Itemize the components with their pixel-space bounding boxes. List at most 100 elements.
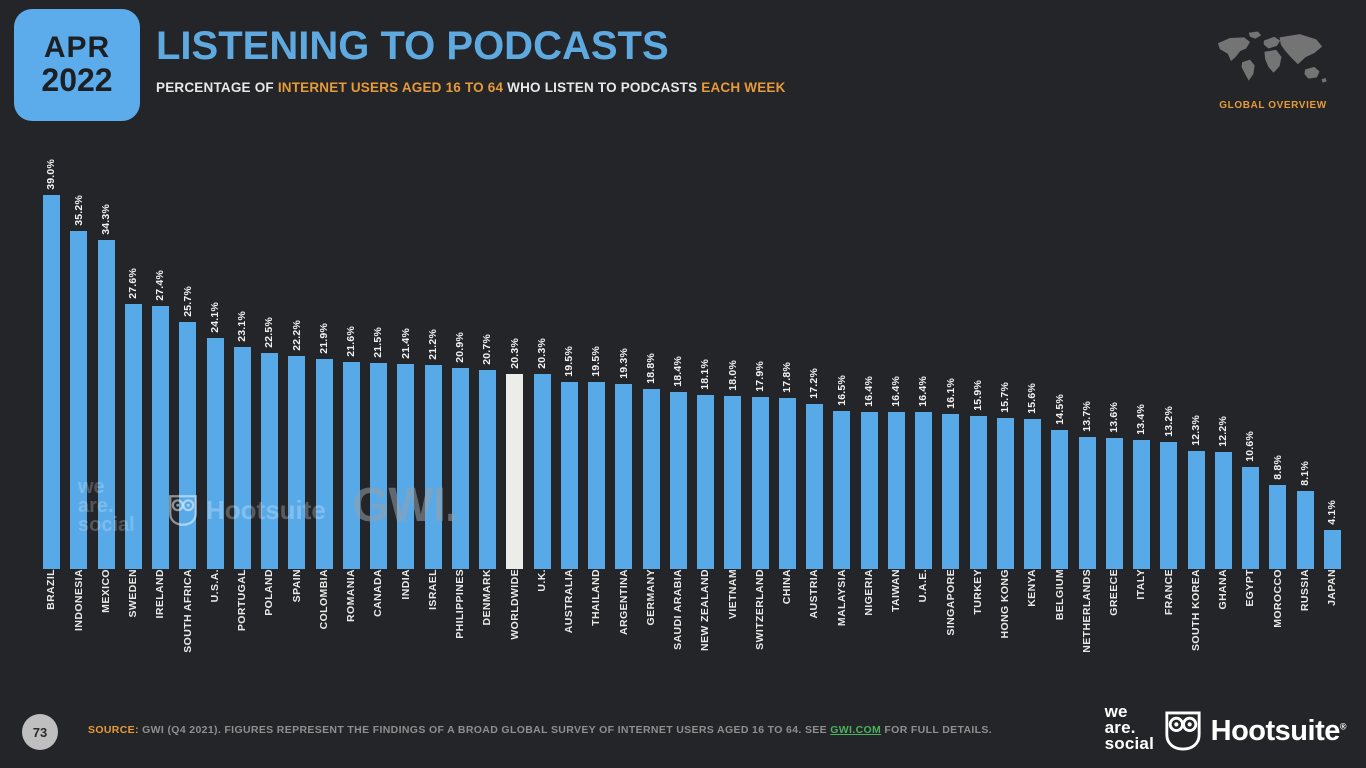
bar-value-label: 13.6% (1108, 402, 1121, 433)
bar-value-label: 16.4% (862, 376, 875, 407)
bar-column: 16.4% U.A.E. (910, 139, 937, 695)
category-label: NIGERIA (862, 569, 875, 616)
bar-value-label: 21.4% (399, 328, 412, 359)
bar-value-label: 12.2% (1217, 416, 1230, 447)
bar (1242, 467, 1260, 569)
bar-column: 17.2% AUSTRIA (801, 139, 828, 695)
bar (724, 396, 742, 569)
bar (397, 364, 415, 569)
category-label: GREECE (1108, 569, 1121, 616)
category-label: GERMANY (644, 569, 657, 626)
category-label: COLOMBIA (317, 569, 330, 630)
bar-value-label: 14.5% (1053, 394, 1066, 425)
bar-column: 15.7% HONG KONG (992, 139, 1019, 695)
bar-column: 15.6% KENYA (1019, 139, 1046, 695)
bar (424, 365, 442, 569)
bar-column: 27.6% SWEDEN (120, 139, 147, 695)
bar (806, 404, 824, 569)
bar-column: 24.1% U.S.A. (202, 139, 229, 695)
logo-text: Hootsuite® (1210, 714, 1347, 747)
category-label: PORTUGAL (236, 569, 249, 632)
bar-value-label: 15.6% (1026, 383, 1039, 414)
bar (1078, 437, 1096, 569)
bar-column: 21.9% COLOMBIA (311, 139, 338, 695)
page-title: LISTENING TO PODCASTS (156, 24, 669, 68)
bar-value-label: 16.5% (835, 375, 848, 406)
title-block: LISTENING TO PODCASTS PERCENTAGE OF INTE… (156, 26, 786, 95)
date-year: 2022 (41, 61, 113, 98)
bar-column: 21.2% ISRAEL (420, 139, 447, 695)
bar (533, 374, 551, 569)
category-label: AUSTRIA (808, 569, 821, 619)
source-text: FOR FULL DETAILS. (881, 724, 993, 736)
bar (1269, 485, 1287, 569)
bar (1214, 452, 1232, 569)
category-label: WORLDWIDE (508, 569, 521, 640)
corner-block: GLOBAL OVERVIEW (1212, 24, 1334, 111)
category-label: CANADA (372, 569, 385, 617)
category-label: SINGAPORE (944, 569, 957, 636)
category-label: U.S.A. (208, 569, 221, 603)
bar-value-label: 13.7% (1080, 401, 1093, 432)
category-label: U.A.E. (917, 569, 930, 603)
bar-value-label: 23.1% (236, 311, 249, 342)
category-label: NEW ZEALAND (699, 569, 712, 651)
bar-column: 19.5% AUSTRALIA (556, 139, 583, 695)
category-label: THAILAND (590, 569, 603, 626)
category-label: DENMARK (481, 569, 494, 626)
bar-column: 16.5% MALAYSIA (828, 139, 855, 695)
bar-value-label: 21.2% (426, 329, 439, 360)
bar-column: 8.1% RUSSIA (1292, 139, 1319, 695)
page-subtitle: PERCENTAGE OF INTERNET USERS AGED 16 TO … (156, 80, 786, 95)
bar-value-label: 21.6% (345, 326, 358, 357)
bar (615, 384, 633, 569)
category-label: ARGENTINA (617, 569, 630, 636)
bar-value-label: 20.3% (535, 338, 548, 369)
bar-value-label: 15.7% (999, 382, 1012, 413)
bar-value-label: 17.9% (753, 361, 766, 392)
category-label: SOUTH KOREA (1189, 569, 1202, 651)
date-badge: APR 2022 (14, 9, 140, 121)
category-label: RUSSIA (1298, 569, 1311, 612)
bar-column: 20.7% DENMARK (474, 139, 501, 695)
bar-value-label: 17.8% (781, 362, 794, 393)
corner-label: GLOBAL OVERVIEW (1219, 100, 1327, 111)
category-label: IRELAND (154, 569, 167, 619)
bar-column: 19.5% THAILAND (583, 139, 610, 695)
bar (915, 412, 933, 569)
category-label: VIETNAM (726, 569, 739, 620)
bar-value-label: 4.1% (1326, 500, 1339, 525)
bar-value-label: 12.3% (1189, 415, 1202, 446)
logo-text: we (1104, 702, 1128, 721)
bar-column: 22.5% POLAND (256, 139, 283, 695)
category-label: SOUTH AFRICA (181, 569, 194, 653)
source-text: GWI (Q4 2021). FIGURES REPRESENT THE FIN… (138, 724, 831, 736)
bar-value-label: 19.5% (590, 346, 603, 377)
category-label: SPAIN (290, 569, 303, 603)
bar (43, 195, 61, 569)
bar-value-label: 10.6% (1244, 431, 1257, 462)
bar-value-label: 19.5% (563, 346, 576, 377)
logo-text: are. (1104, 718, 1136, 738)
bar-column: 8.8% MOROCCO (1264, 139, 1291, 695)
category-label: GHANA (1217, 569, 1230, 610)
category-label: ISRAEL (426, 569, 439, 610)
category-label: TURKEY (971, 569, 984, 615)
bar (1133, 440, 1151, 569)
bar (860, 412, 878, 569)
bar-column: 4.1% JAPAN (1319, 139, 1346, 695)
bar (451, 368, 469, 569)
bar-column: 20.3% U.K. (529, 139, 556, 695)
bar-value-label: 13.4% (1135, 404, 1148, 435)
bar (833, 411, 851, 569)
bar-chart: 39.0% BRAZIL 35.2% INDONESIA 34.3% MEXICO 27.6… (38, 139, 1346, 695)
bar-column: 16.1% SINGAPORE (937, 139, 964, 695)
bar (778, 398, 796, 569)
category-label: FRANCE (1162, 569, 1175, 616)
bar-column: 12.2% GHANA (1210, 139, 1237, 695)
bar (697, 395, 715, 569)
gwi-link[interactable]: GWI.COM (830, 724, 882, 736)
page-number-badge: 73 (22, 714, 58, 750)
bar-value-label: 8.1% (1298, 461, 1311, 486)
bar-column: 27.4% IRELAND (147, 139, 174, 695)
